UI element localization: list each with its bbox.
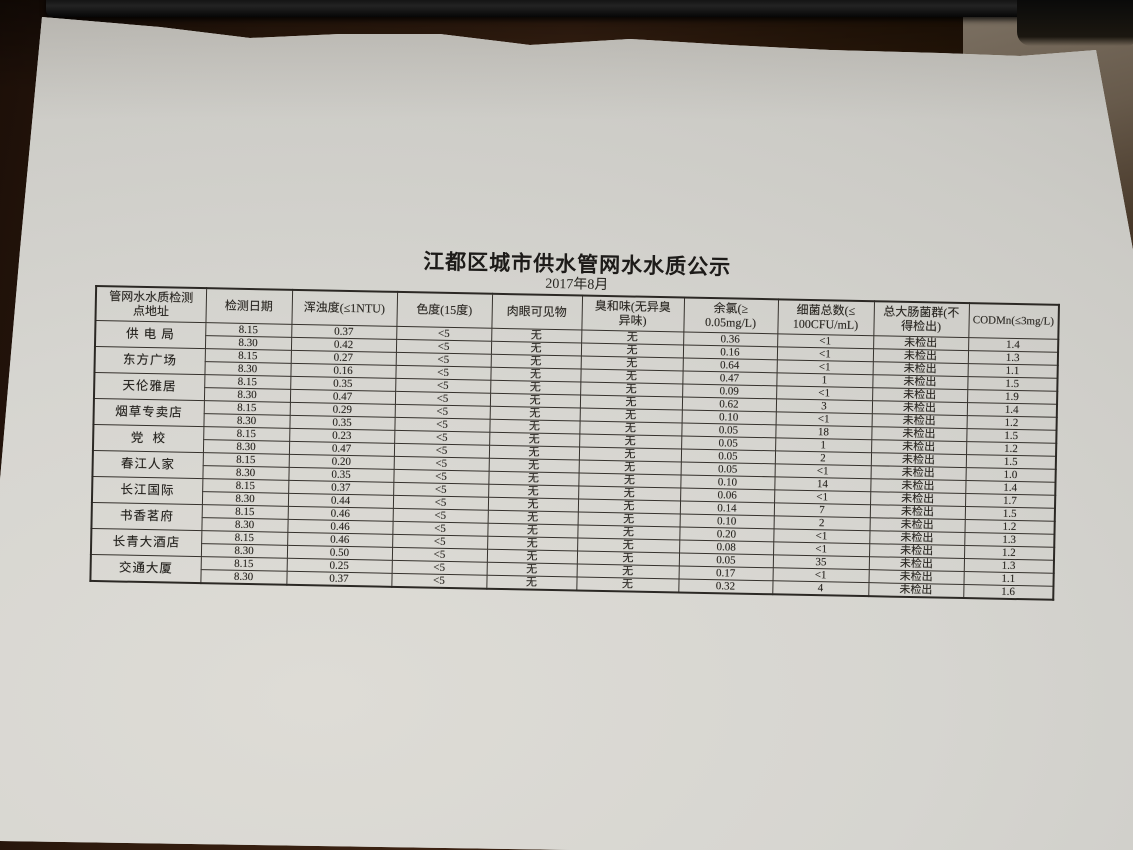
column-header: 细菌总数(≤ 100CFU/mL) [777, 299, 875, 336]
column-header: 色度(15度) [396, 291, 493, 328]
column-header: 管网水水质检测 点地址 [95, 286, 207, 323]
value-cell: 未检出 [868, 582, 964, 598]
value-cell: 无 [486, 574, 577, 590]
column-header: 余氯(≥ 0.05mg/L) [683, 297, 779, 334]
value-cell: 8.30 [200, 569, 287, 585]
value-cell: 4 [772, 580, 869, 596]
document-content: 江都区城市供水管网水水质公示 2017年8月 管网水水质检测 点地址 检测日期 浑浊… [89, 243, 1060, 601]
value-cell: <5 [391, 572, 487, 589]
column-header: 总大肠菌群(不 得检出) [873, 301, 969, 338]
column-header: 浑浊度(≤1NTU) [291, 289, 398, 326]
site-name-cell: 长江国际 [91, 475, 203, 505]
column-header: CODMn(≤3mg/L) [968, 303, 1059, 339]
dark-object-corner [1017, 0, 1133, 46]
value-cell: 1.6 [963, 584, 1054, 600]
site-name-cell: 春江人家 [92, 449, 203, 479]
site-name-cell: 党 校 [92, 423, 204, 453]
table-body: 供 电 局 8.15 0.37 <5 无无 0.36 <1 未检出 1.4 8.30 0.42 <5 无… [90, 320, 1059, 600]
water-quality-table: 管网水水质检测 点地址 检测日期 浑浊度(≤1NTU) 色度(15度) 肉眼可见物 臭和味… [89, 284, 1060, 601]
site-name-cell: 长青大酒店 [90, 527, 202, 557]
site-name-cell: 烟草专卖店 [93, 397, 204, 427]
column-header: 臭和味(无异臭 异味) [581, 295, 685, 332]
site-name-cell: 天伦雅居 [93, 371, 205, 401]
value-cell: 0.37 [286, 570, 392, 587]
column-header: 检测日期 [205, 288, 293, 324]
value-cell: 无 [576, 576, 679, 592]
site-name-cell: 供 电 局 [94, 320, 206, 349]
site-name-cell: 东方广场 [94, 345, 205, 375]
dark-object-top-edge [46, 0, 1120, 17]
column-header: 肉眼可见物 [491, 293, 583, 330]
site-name-cell: 书香茗府 [91, 501, 202, 531]
site-name-cell: 交通大厦 [90, 553, 201, 583]
value-cell: 0.32 [678, 578, 773, 594]
